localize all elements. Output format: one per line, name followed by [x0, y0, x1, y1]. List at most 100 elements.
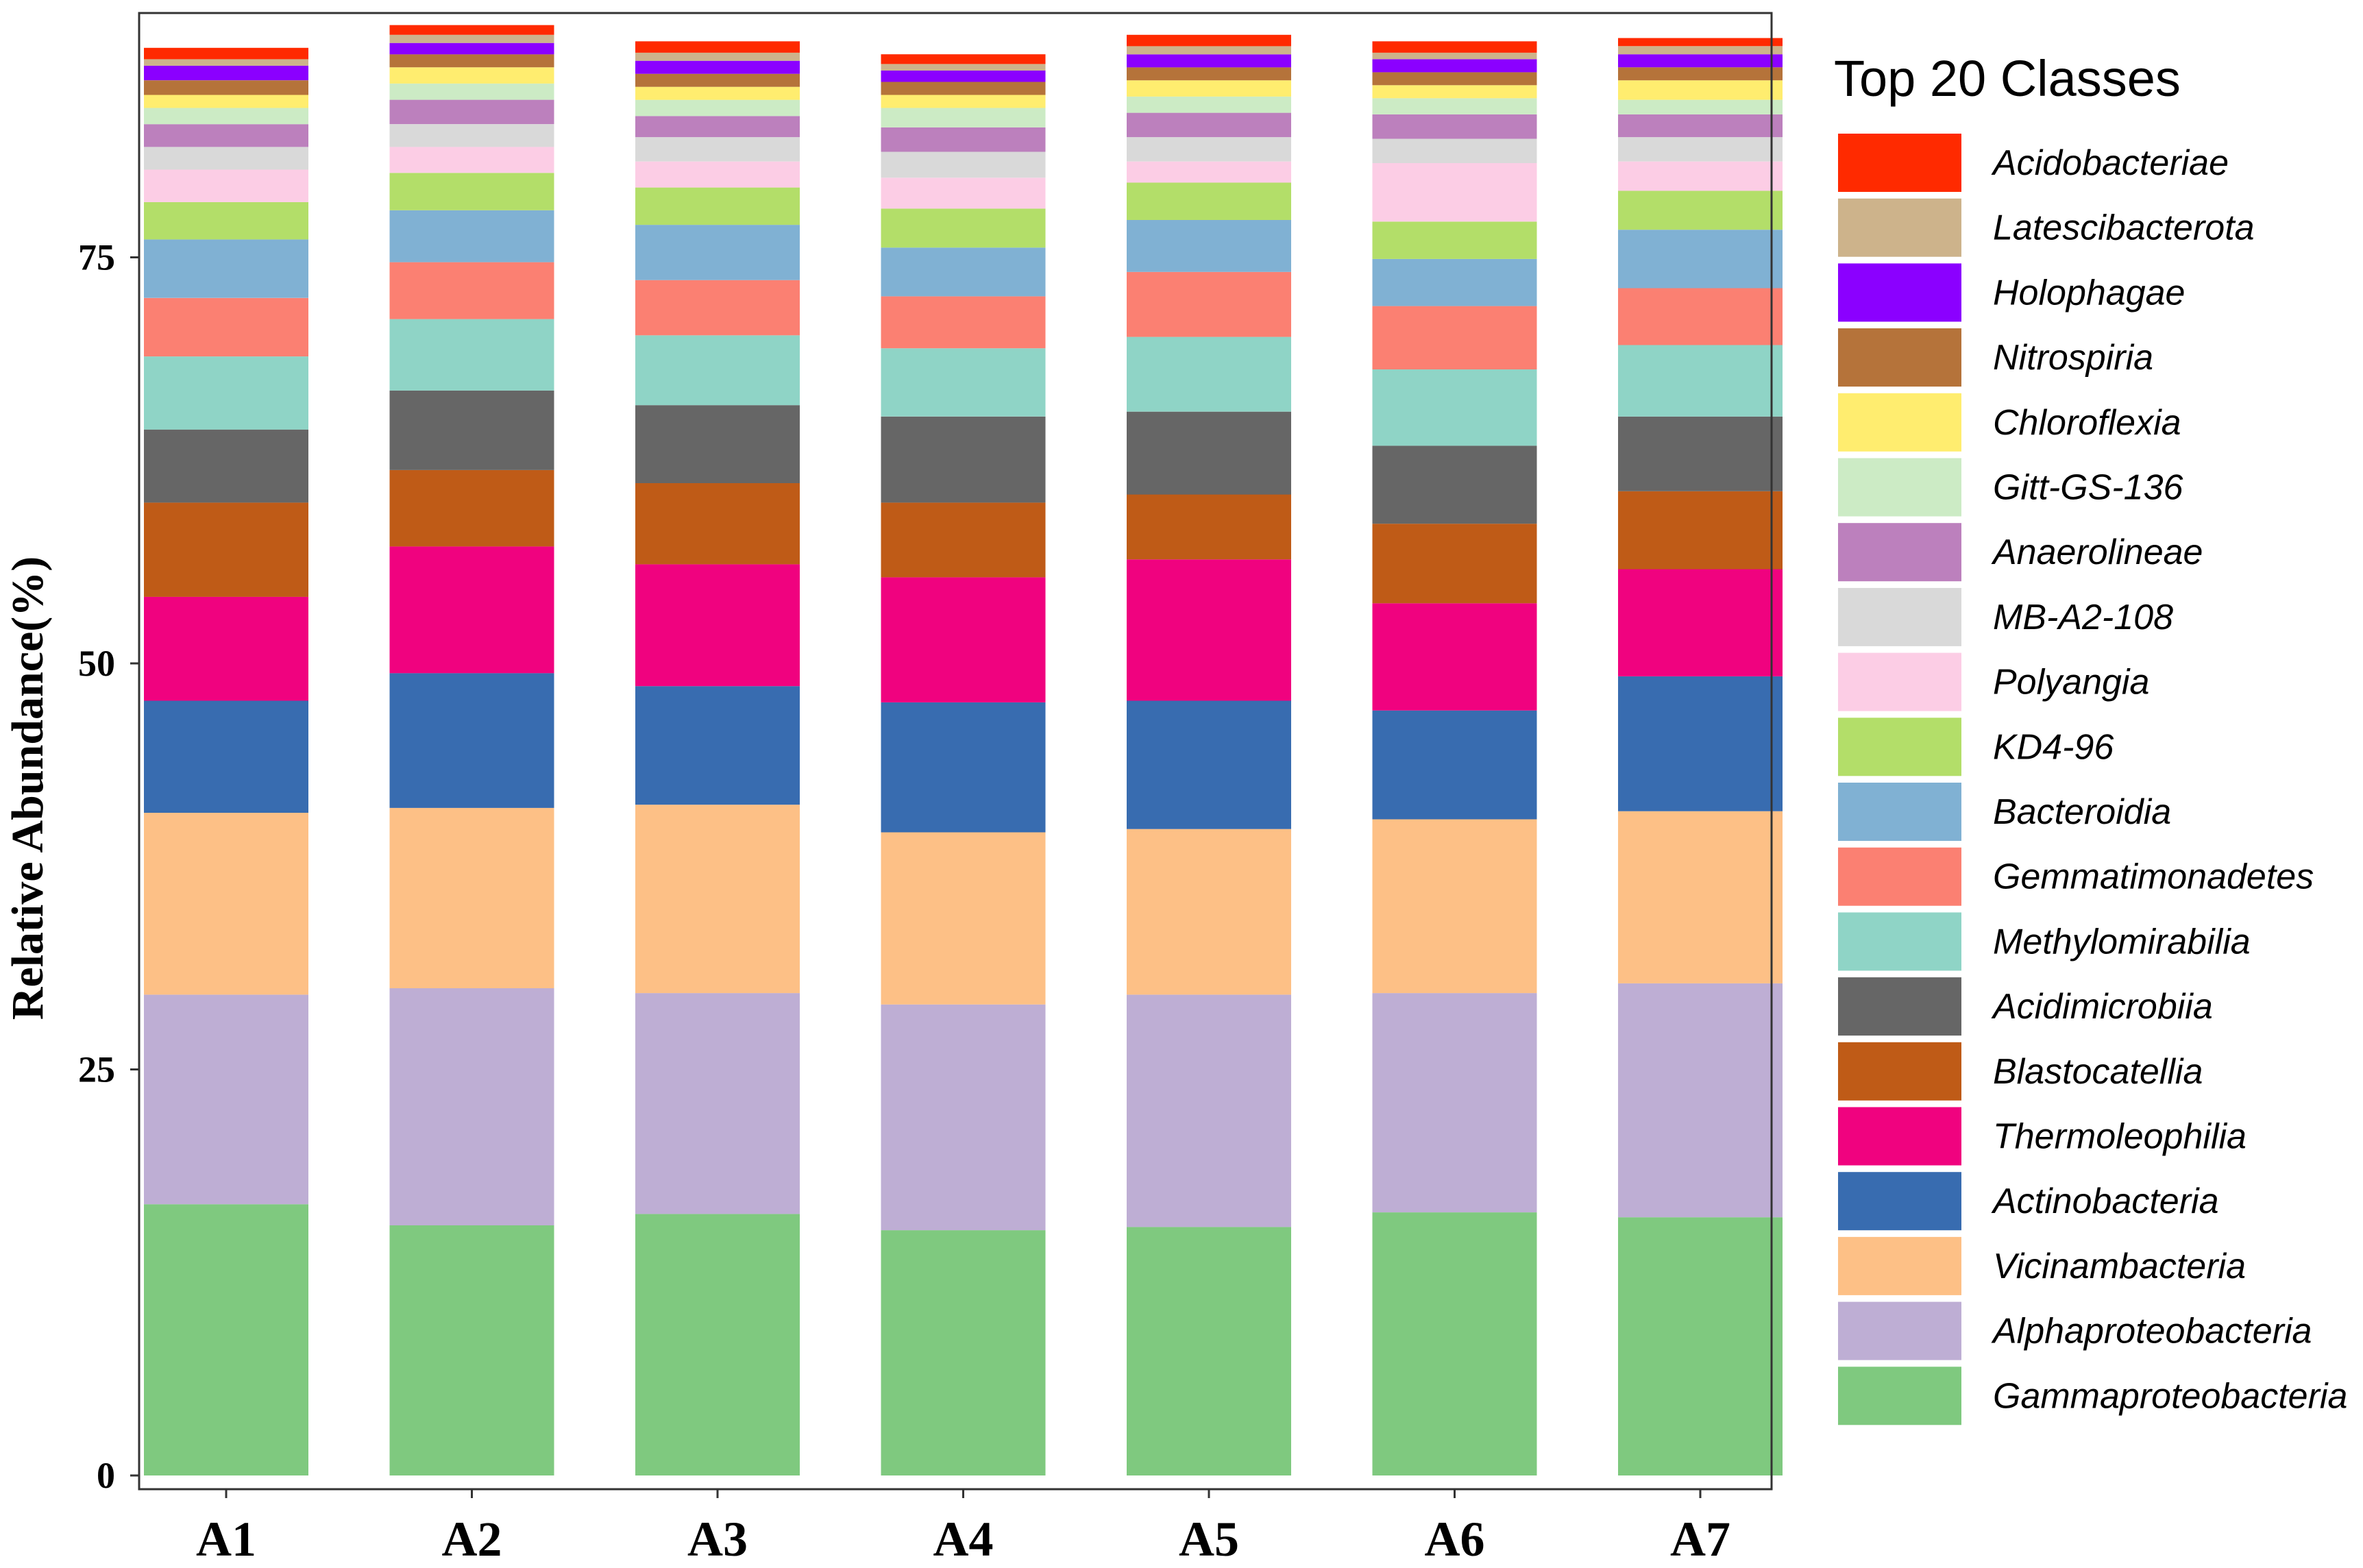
bar-segment-a2-mb-a2-108: [389, 124, 554, 147]
y-tick-label-0: 0: [97, 1455, 115, 1496]
bar-segment-a3-bacteroidia: [635, 225, 800, 280]
bar-segment-a2-bacteroidia: [389, 210, 554, 262]
bar-segment-a6-nitrospiria: [1372, 72, 1537, 86]
bar-segment-a5-anaerolineae: [1127, 112, 1291, 138]
bar-segment-a2-kd4-96: [389, 173, 554, 210]
bar-segment-a3-thermoleophilia: [635, 564, 800, 687]
bar-segment-a3-latescibacterota: [635, 52, 800, 61]
bar-segment-a3-polyangia: [635, 161, 800, 188]
bar-segment-a3-methylomirabilia: [635, 335, 800, 406]
legend-label-bacteroidia: Bacteroidia: [1993, 792, 2171, 832]
bar-segment-a4-blastocatellia: [881, 502, 1046, 578]
legend-label-gammaproteobacteria: Gammaproteobacteria: [1993, 1376, 2347, 1416]
legend-label-gemmatimonadetes: Gemmatimonadetes: [1993, 857, 2314, 897]
bar-segment-a1-acidobacteriae: [144, 47, 308, 60]
bar-segment-a7-alphaproteobacteria: [1618, 983, 1783, 1218]
bar-segment-a1-gemmatimonadetes: [144, 297, 308, 357]
bar-segment-a7-holophagae: [1618, 54, 1783, 68]
bar-segment-a6-bacteroidia: [1372, 258, 1537, 306]
bar-segment-a1-thermoleophilia: [144, 596, 308, 701]
bar-segment-a1-acidimicrobiia: [144, 429, 308, 503]
bar-segment-a2-blastocatellia: [389, 470, 554, 547]
bar-segment-a3-blastocatellia: [635, 482, 800, 565]
x-tick-label-a5: A5: [1179, 1512, 1239, 1567]
bar-segment-a2-gemmatimonadetes: [389, 262, 554, 319]
legend-swatch-acidimicrobiia: [1838, 977, 1961, 1036]
bar-segment-a2-gitt-gs-136: [389, 83, 554, 100]
bar-segment-a4-kd4-96: [881, 208, 1046, 248]
bar-segment-a6-methylomirabilia: [1372, 369, 1537, 446]
legend-swatch-acidobacteriae: [1838, 134, 1961, 192]
bar-segment-a5-mb-a2-108: [1127, 137, 1291, 162]
bar-segment-a5-methylomirabilia: [1127, 336, 1291, 412]
bar-segment-a4-bacteroidia: [881, 247, 1046, 297]
bar-segment-a1-holophagae: [144, 65, 308, 81]
legend-swatch-gitt-gs-136: [1838, 458, 1961, 517]
bar-segment-a3-vicinambacteria: [635, 805, 800, 994]
bar-segment-a4-mb-a2-108: [881, 151, 1046, 178]
bar-segment-a3-actinobacteria: [635, 686, 800, 805]
bar-segment-a5-actinobacteria: [1127, 700, 1291, 829]
bar-segment-a6-gitt-gs-136: [1372, 98, 1537, 114]
bar-segment-a5-latescibacterota: [1127, 46, 1291, 55]
bar-segment-a4-nitrospiria: [881, 82, 1046, 95]
bar-segment-a5-vicinambacteria: [1127, 829, 1291, 995]
bar-segment-a1-bacteroidia: [144, 239, 308, 298]
bar-segment-a2-acidimicrobiia: [389, 390, 554, 470]
bar-segment-a7-blastocatellia: [1618, 491, 1783, 569]
bar-segment-a3-nitrospiria: [635, 73, 800, 87]
x-tick-label-a6: A6: [1425, 1512, 1485, 1567]
bar-segment-a7-actinobacteria: [1618, 676, 1783, 811]
bar-segment-a5-chloroflexia: [1127, 80, 1291, 97]
bar-segment-a7-mb-a2-108: [1618, 137, 1783, 162]
bar-segment-a5-kd4-96: [1127, 182, 1291, 220]
bar-segment-a2-nitrospiria: [389, 54, 554, 68]
bar-segment-a4-acidobacteriae: [881, 54, 1046, 64]
legend-swatch-alphaproteobacteria: [1838, 1301, 1961, 1360]
legend-swatch-chloroflexia: [1838, 393, 1961, 452]
x-tick-label-a7: A7: [1670, 1512, 1730, 1567]
legend-swatch-blastocatellia: [1838, 1042, 1961, 1101]
legend-swatch-gammaproteobacteria: [1838, 1367, 1961, 1425]
bars-layer: [144, 25, 1783, 1475]
bar-segment-a7-thermoleophilia: [1618, 569, 1783, 676]
bar-segment-a3-anaerolineae: [635, 116, 800, 138]
bar-segment-a5-gemmatimonadetes: [1127, 271, 1291, 337]
bar-segment-a5-acidobacteriae: [1127, 34, 1291, 47]
bar-segment-a3-acidobacteriae: [635, 41, 800, 53]
bar-segment-a7-vicinambacteria: [1618, 811, 1783, 983]
bar-segment-a3-acidimicrobiia: [635, 405, 800, 483]
y-tick-label-75: 75: [78, 237, 115, 278]
bar-segment-a6-thermoleophilia: [1372, 603, 1537, 711]
bar-segment-a7-acidobacteriae: [1618, 38, 1783, 47]
legend-label-polyangia: Polyangia: [1993, 663, 2149, 702]
bar-segment-a4-alphaproteobacteria: [881, 1004, 1046, 1231]
legend-swatch-vicinambacteria: [1838, 1236, 1961, 1295]
x-tick-label-a3: A3: [687, 1512, 748, 1567]
bar-segment-a4-actinobacteria: [881, 702, 1046, 833]
bar-segment-a1-anaerolineae: [144, 124, 308, 147]
bar-segment-a1-polyangia: [144, 169, 308, 202]
bar-segment-a6-polyangia: [1372, 163, 1537, 222]
bar-segment-a5-holophagae: [1127, 54, 1291, 68]
bar-segment-a6-vicinambacteria: [1372, 819, 1537, 994]
bar-segment-a5-polyangia: [1127, 161, 1291, 183]
bar-segment-a7-gammaproteobacteria: [1618, 1217, 1783, 1475]
legend-swatch-methylomirabilia: [1838, 912, 1961, 971]
bar-segment-a3-holophagae: [635, 60, 800, 74]
bar-segment-a6-gemmatimonadetes: [1372, 306, 1537, 369]
bar-segment-a4-anaerolineae: [881, 127, 1046, 152]
legend-swatch-latescibacterota: [1838, 198, 1961, 257]
bar-segment-a2-vicinambacteria: [389, 807, 554, 988]
bar-segment-a6-holophagae: [1372, 59, 1537, 73]
bar-segment-a2-chloroflexia: [389, 67, 554, 84]
legend-label-kd4-96: KD4-96: [1993, 727, 2114, 767]
legend-label-latescibacterota: Latescibacterota: [1993, 208, 2255, 248]
bar-segment-a1-gammaproteobacteria: [144, 1204, 308, 1475]
legend-swatch-gemmatimonadetes: [1838, 847, 1961, 906]
legend-label-thermoleophilia: Thermoleophilia: [1993, 1117, 2246, 1157]
bar-segment-a6-latescibacterota: [1372, 52, 1537, 60]
bar-segment-a7-latescibacterota: [1618, 46, 1783, 55]
y-axis: 0 25 50 75: [78, 237, 139, 1496]
legend-label-alphaproteobacteria: Alphaproteobacteria: [1991, 1312, 2312, 1351]
